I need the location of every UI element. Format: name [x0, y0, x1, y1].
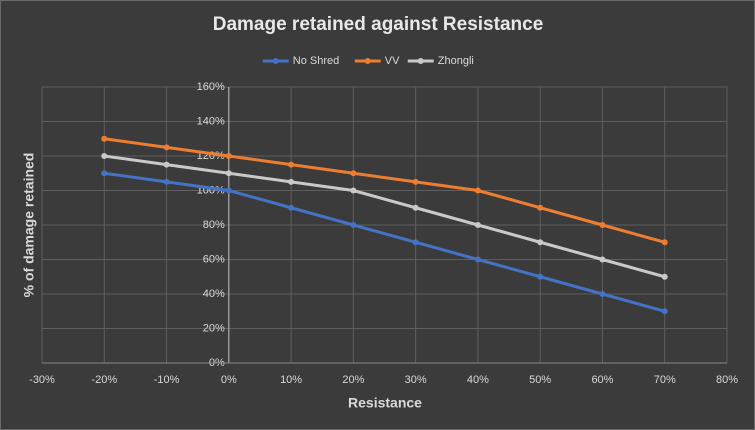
- x-tick-label: -10%: [154, 374, 180, 386]
- series-line: [104, 154, 666, 279]
- legend-marker: [417, 58, 424, 64]
- y-tick-label: 80%: [203, 219, 225, 231]
- data-point: [661, 273, 668, 280]
- data-point: [412, 204, 419, 211]
- y-axis-title: % of damage retained: [21, 153, 37, 298]
- x-tick-label: -30%: [29, 374, 55, 386]
- x-tick-label: 70%: [654, 374, 676, 386]
- data-point: [474, 187, 481, 194]
- series-line: [104, 171, 666, 313]
- legend-label: No Shred: [293, 55, 339, 67]
- data-point: [537, 239, 544, 246]
- x-tick-label: 50%: [529, 374, 551, 386]
- legend-marker: [364, 58, 371, 64]
- data-point: [163, 178, 170, 185]
- y-tick-label: 20%: [203, 322, 225, 334]
- data-point: [163, 144, 170, 151]
- data-point: [599, 291, 606, 297]
- data-point: [225, 187, 232, 194]
- data-point: [225, 153, 232, 159]
- data-point: [661, 308, 668, 315]
- x-tick-label: 0%: [221, 374, 237, 386]
- data-point: [599, 222, 606, 228]
- chart-title: Damage retained against Resistance: [213, 14, 544, 35]
- x-tick-label: 10%: [280, 374, 302, 386]
- data-point: [537, 204, 544, 211]
- x-tick-label: 40%: [467, 374, 489, 386]
- data-point: [101, 170, 108, 177]
- x-axis-title: Resistance: [348, 395, 422, 411]
- x-tick-label: 80%: [716, 374, 738, 386]
- data-point: [412, 239, 419, 246]
- data-point: [225, 170, 232, 177]
- x-tick-label: -20%: [91, 374, 117, 386]
- x-tick-label: 20%: [342, 374, 364, 386]
- data-point: [288, 178, 295, 185]
- y-tick-label: 40%: [203, 288, 225, 300]
- legend-label: Zhongli: [438, 55, 474, 67]
- data-point: [350, 187, 357, 194]
- y-tick-label: 60%: [203, 253, 225, 265]
- data-point: [350, 222, 357, 228]
- y-tick-label: 160%: [197, 81, 225, 93]
- y-tick-label: 140%: [197, 115, 225, 127]
- data-point: [661, 239, 668, 246]
- data-point: [350, 170, 357, 177]
- data-point: [163, 161, 170, 168]
- x-tick-label: 30%: [405, 374, 427, 386]
- series-line: [104, 137, 666, 244]
- data-point: [599, 256, 606, 263]
- data-point: [101, 153, 108, 159]
- legend-label: VV: [385, 55, 400, 67]
- data-point: [288, 161, 295, 168]
- data-point: [474, 222, 481, 228]
- data-point: [288, 204, 295, 211]
- data-point: [101, 135, 108, 142]
- legend-marker: [272, 58, 279, 64]
- data-point: [537, 273, 544, 280]
- data-point: [474, 256, 481, 263]
- x-tick-label: 60%: [591, 374, 613, 386]
- data-point: [412, 178, 419, 185]
